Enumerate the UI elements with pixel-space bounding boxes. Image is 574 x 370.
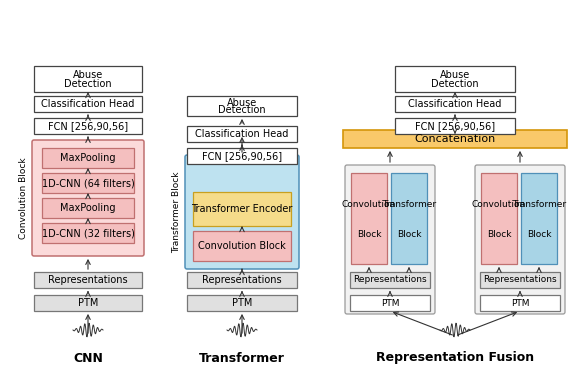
FancyBboxPatch shape (395, 118, 515, 134)
Text: Detection: Detection (218, 105, 266, 115)
Text: Transformer: Transformer (382, 200, 436, 209)
Text: Transformer: Transformer (512, 200, 566, 209)
Text: Representations: Representations (353, 276, 427, 285)
Text: FCN [256,90,56]: FCN [256,90,56] (48, 121, 128, 131)
FancyBboxPatch shape (34, 272, 142, 288)
Text: PTM: PTM (232, 298, 252, 308)
FancyBboxPatch shape (395, 96, 515, 112)
Text: Representations: Representations (202, 275, 282, 285)
FancyBboxPatch shape (185, 155, 299, 269)
Text: PTM: PTM (511, 299, 529, 307)
Text: PTM: PTM (381, 299, 400, 307)
FancyBboxPatch shape (42, 223, 134, 243)
FancyBboxPatch shape (391, 173, 427, 264)
Text: FCN [256,90,56]: FCN [256,90,56] (415, 121, 495, 131)
Text: Classification Head: Classification Head (41, 99, 135, 109)
FancyBboxPatch shape (351, 173, 387, 264)
FancyBboxPatch shape (343, 130, 567, 148)
Text: MaxPooling: MaxPooling (60, 203, 116, 213)
FancyBboxPatch shape (187, 272, 297, 288)
Text: Transformer Encoder: Transformer Encoder (191, 204, 293, 214)
FancyBboxPatch shape (193, 231, 291, 261)
Text: Convolution Block: Convolution Block (198, 241, 286, 251)
Text: Convolution: Convolution (472, 200, 526, 209)
Text: Representation Fusion: Representation Fusion (376, 352, 534, 364)
FancyBboxPatch shape (345, 165, 435, 314)
FancyBboxPatch shape (187, 96, 297, 116)
FancyBboxPatch shape (481, 173, 517, 264)
Text: Classification Head: Classification Head (408, 99, 502, 109)
Text: CNN: CNN (73, 352, 103, 364)
FancyBboxPatch shape (350, 272, 430, 288)
FancyBboxPatch shape (475, 165, 565, 314)
Text: Abuse: Abuse (227, 98, 257, 108)
FancyBboxPatch shape (480, 272, 560, 288)
Text: Block: Block (527, 231, 551, 239)
FancyBboxPatch shape (350, 295, 430, 311)
Text: MaxPooling: MaxPooling (60, 153, 116, 163)
Text: Transformer: Transformer (199, 352, 285, 364)
FancyBboxPatch shape (395, 66, 515, 92)
Text: Convolution: Convolution (342, 200, 396, 209)
Text: Detection: Detection (64, 79, 112, 89)
FancyBboxPatch shape (32, 140, 144, 256)
Text: Classification Head: Classification Head (195, 129, 289, 139)
FancyBboxPatch shape (187, 126, 297, 142)
FancyBboxPatch shape (34, 66, 142, 92)
Text: Representations: Representations (483, 276, 557, 285)
FancyBboxPatch shape (187, 148, 297, 164)
Text: Block: Block (357, 231, 381, 239)
FancyBboxPatch shape (521, 173, 557, 264)
FancyBboxPatch shape (42, 173, 134, 193)
FancyBboxPatch shape (42, 148, 134, 168)
Text: PTM: PTM (78, 298, 98, 308)
FancyBboxPatch shape (34, 118, 142, 134)
Text: 1D-CNN (32 filters): 1D-CNN (32 filters) (41, 228, 134, 238)
Text: Abuse: Abuse (440, 70, 470, 80)
FancyBboxPatch shape (34, 96, 142, 112)
FancyBboxPatch shape (34, 295, 142, 311)
Text: Block: Block (397, 231, 421, 239)
FancyBboxPatch shape (480, 295, 560, 311)
Text: Concatenation: Concatenation (414, 134, 495, 144)
FancyBboxPatch shape (187, 295, 297, 311)
Text: FCN [256,90,56]: FCN [256,90,56] (202, 151, 282, 161)
FancyBboxPatch shape (193, 192, 291, 226)
Text: Representations: Representations (48, 275, 128, 285)
Text: Transformer Block: Transformer Block (173, 171, 181, 253)
Text: Detection: Detection (431, 79, 479, 89)
Text: Convolution Block: Convolution Block (20, 157, 29, 239)
Text: Abuse: Abuse (73, 70, 103, 80)
FancyBboxPatch shape (42, 198, 134, 218)
Text: 1D-CNN (64 filters): 1D-CNN (64 filters) (42, 178, 134, 188)
Text: Block: Block (487, 231, 511, 239)
